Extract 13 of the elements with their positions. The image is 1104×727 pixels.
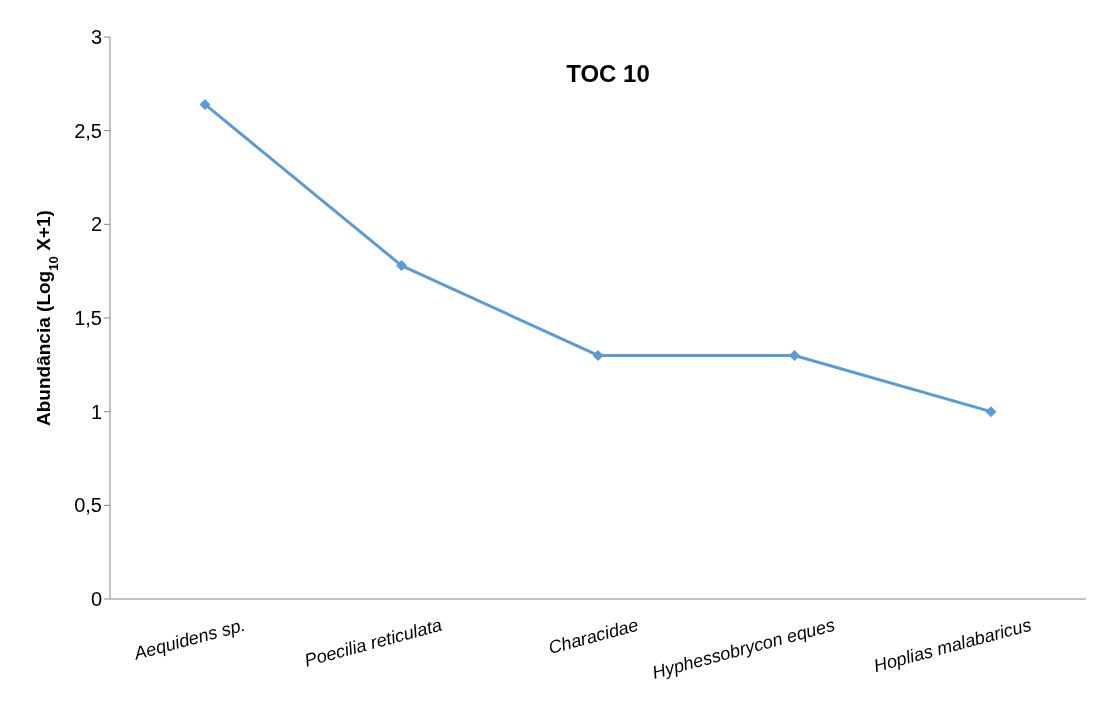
- y-tick-label: 2,5: [74, 119, 102, 142]
- point: [985, 406, 997, 418]
- point: [199, 98, 211, 110]
- point: [396, 260, 407, 272]
- point: [789, 349, 800, 361]
- y-tick-label: 3: [90, 26, 102, 49]
- text: TOC 10: [565, 60, 651, 88]
- y-tick-label: 1: [90, 400, 102, 423]
- y-tick-label: 0: [90, 588, 102, 611]
- y-tick-label: 0,5: [74, 494, 102, 517]
- y-tick-label: 1,5: [74, 307, 102, 330]
- x-tick-label: Poecilia reticulata: [302, 614, 444, 671]
- y-tick-label: 2: [90, 213, 102, 236]
